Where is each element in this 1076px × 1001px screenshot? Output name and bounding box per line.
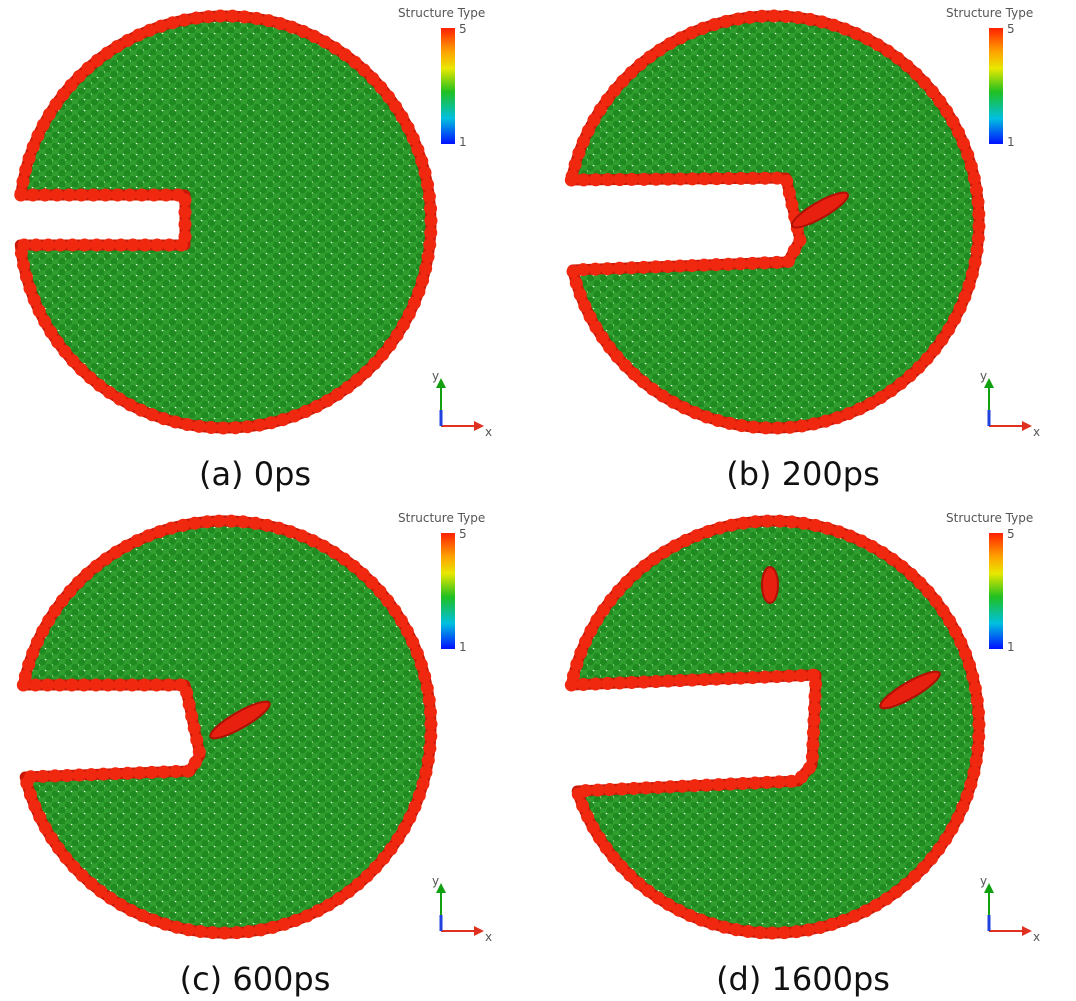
legend-min: 1 — [459, 135, 467, 149]
surface-atoms — [563, 9, 986, 435]
caption: (d) 1600ps — [716, 960, 890, 998]
axis-x-label: x — [1033, 930, 1040, 944]
legend-title: Structure Type — [946, 511, 1033, 525]
axis-y-label: y — [432, 874, 439, 888]
defect — [791, 191, 849, 229]
axis-x-head — [474, 421, 484, 431]
legend-max: 5 — [459, 22, 467, 36]
legend-min: 1 — [1007, 135, 1015, 149]
axis-y-label: y — [980, 874, 987, 888]
axis-x-label: x — [1033, 425, 1040, 439]
axis-y-head — [436, 883, 446, 893]
caption: (a) 0ps — [199, 455, 311, 493]
axis-y-head — [984, 883, 994, 893]
caption: (b) 200ps — [726, 455, 880, 493]
axis-x-head — [1022, 926, 1032, 936]
axis-y-label: y — [432, 369, 439, 383]
axis-x-head — [1022, 421, 1032, 431]
axis-x-head — [474, 926, 484, 936]
legend-title: Structure Type — [398, 511, 485, 525]
colorbar — [441, 28, 455, 144]
legend-max: 5 — [459, 527, 467, 541]
caption: (c) 600ps — [180, 960, 331, 998]
defect — [761, 566, 779, 604]
panel: Structure Type 5 1 y x (a) 0ps — [12, 6, 492, 493]
surface-atoms — [563, 514, 986, 940]
panel: Structure Type 5 1 y x (c) 600ps — [15, 511, 492, 998]
colorbar — [989, 28, 1003, 144]
axis-y-head — [984, 378, 994, 388]
defect — [209, 700, 271, 740]
legend-title: Structure Type — [398, 6, 485, 20]
legend-title: Structure Type — [946, 6, 1033, 20]
axis-y-label: y — [980, 369, 987, 383]
legend-min: 1 — [459, 640, 467, 654]
colorbar — [989, 533, 1003, 649]
legend-max: 5 — [1007, 22, 1015, 36]
legend-min: 1 — [1007, 640, 1015, 654]
legend-max: 5 — [1007, 527, 1015, 541]
defect — [879, 670, 941, 710]
axis-x-label: x — [485, 425, 492, 439]
surface-atoms — [12, 9, 438, 435]
panel: Structure Type 5 1 y x (b) 200ps — [563, 6, 1040, 493]
colorbar — [441, 533, 455, 649]
surface-atoms — [15, 514, 438, 940]
panel: Structure Type 5 1 y x (d) 1600ps — [563, 511, 1040, 998]
axis-x-label: x — [485, 930, 492, 944]
axis-y-head — [436, 378, 446, 388]
